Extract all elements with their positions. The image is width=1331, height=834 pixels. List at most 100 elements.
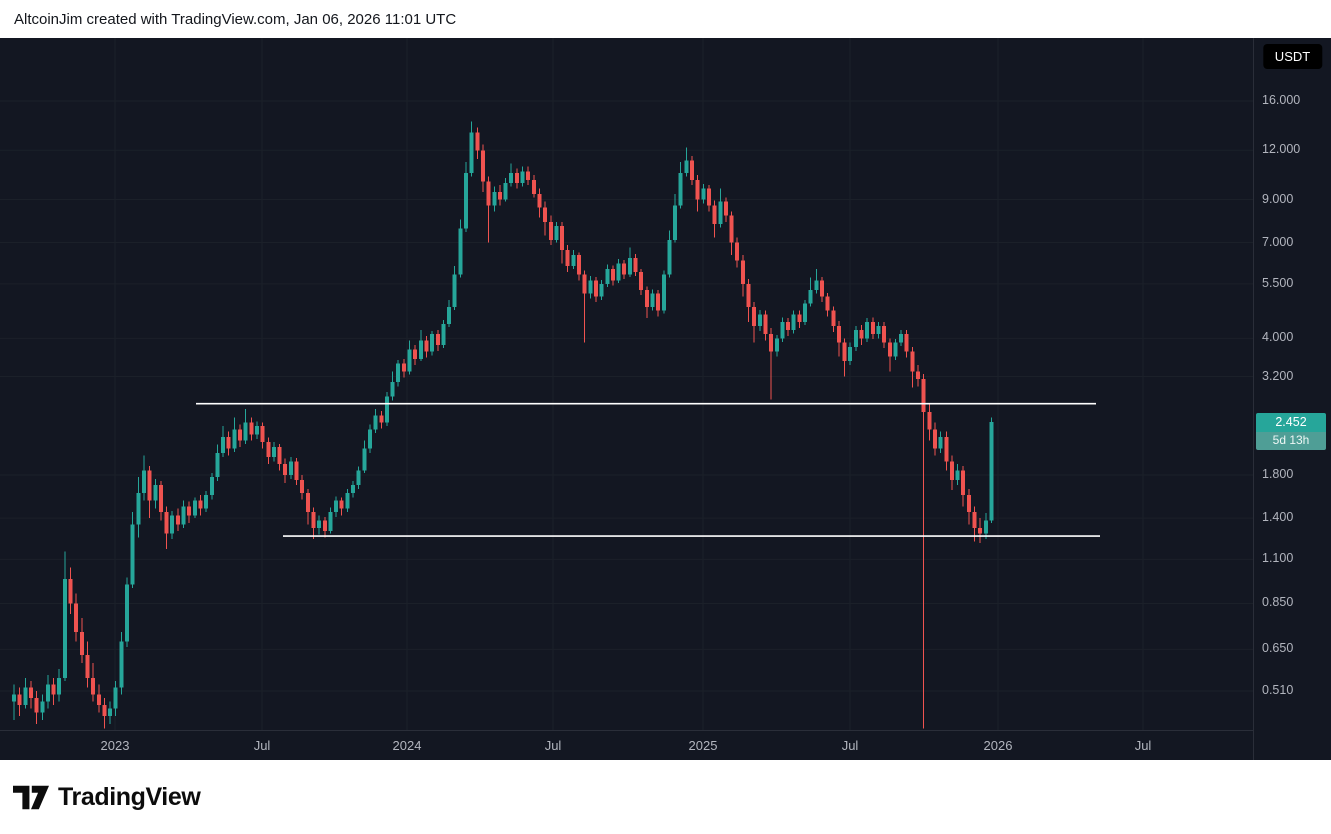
candle-body[interactable] (226, 436, 231, 449)
candle-body[interactable] (961, 470, 966, 496)
candle-body[interactable] (627, 257, 632, 275)
candle-body[interactable] (266, 442, 271, 458)
candle-body[interactable] (865, 322, 870, 339)
candle-body[interactable] (966, 495, 971, 513)
candle-body[interactable] (373, 415, 378, 430)
candle-body[interactable] (401, 363, 406, 372)
candle-body[interactable] (271, 447, 276, 458)
candle-body[interactable] (695, 179, 700, 200)
candle-body[interactable] (921, 379, 926, 413)
candle-body[interactable] (51, 684, 56, 695)
candle-body[interactable] (305, 493, 310, 513)
candle-body[interactable] (932, 429, 937, 449)
candle-body[interactable] (351, 484, 355, 494)
candle-body[interactable] (972, 512, 977, 529)
candle-body[interactable] (181, 506, 186, 525)
candle-body[interactable] (537, 193, 542, 208)
candle-body[interactable] (424, 340, 429, 352)
candle-body[interactable] (187, 506, 192, 516)
candle-body[interactable] (633, 257, 638, 272)
candle-body[interactable] (407, 349, 412, 372)
candle-body[interactable] (712, 205, 717, 225)
candle-body[interactable] (238, 429, 242, 441)
tradingview-logo[interactable]: TradingView (13, 783, 201, 812)
candle-body[interactable] (418, 340, 423, 359)
candle-body[interactable] (221, 436, 226, 453)
candle-body[interactable] (362, 448, 367, 471)
candle-body[interactable] (949, 461, 954, 480)
candle-body[interactable] (887, 342, 892, 357)
candle-body[interactable] (192, 500, 197, 516)
candle-body[interactable] (345, 493, 350, 509)
candle-body[interactable] (96, 694, 101, 705)
candle-body[interactable] (565, 250, 570, 267)
candle-body[interactable] (752, 307, 757, 326)
candle-body[interactable] (904, 334, 909, 352)
candle-body[interactable] (526, 171, 531, 180)
candle-body[interactable] (334, 500, 339, 513)
candle-body[interactable] (927, 412, 932, 430)
candle-body[interactable] (706, 188, 711, 206)
candle-body[interactable] (791, 314, 796, 330)
candle-body[interactable] (989, 422, 994, 521)
candle-body[interactable] (882, 325, 887, 343)
candle-body[interactable] (582, 274, 587, 294)
candle-body[interactable] (520, 171, 525, 184)
candle-body[interactable] (503, 183, 508, 200)
candle-body[interactable] (803, 303, 807, 323)
candle-body[interactable] (45, 684, 50, 702)
candle-body[interactable] (684, 160, 689, 174)
candle-body[interactable] (639, 271, 644, 291)
candle-body[interactable] (571, 255, 576, 267)
candle-body[interactable] (328, 512, 333, 531)
candle-body[interactable] (288, 461, 293, 476)
time-axis[interactable]: 2023 Jul 2024 Jul 2025 Jul 2026 Jul (0, 730, 1253, 760)
candle-body[interactable] (356, 470, 361, 485)
candle-body[interactable] (814, 280, 819, 291)
candle-body[interactable] (464, 173, 468, 229)
candle-body[interactable] (102, 704, 107, 717)
candle-body[interactable] (729, 215, 734, 243)
candle-body[interactable] (842, 342, 847, 362)
candle-body[interactable] (610, 268, 615, 281)
candle-body[interactable] (588, 280, 593, 294)
candle-body[interactable] (40, 701, 45, 713)
candle-body[interactable] (492, 192, 497, 206)
candle-body[interactable] (430, 334, 435, 352)
candle-body[interactable] (300, 479, 305, 494)
candle-body[interactable] (577, 255, 581, 275)
candle-body[interactable] (317, 520, 322, 529)
candle-body[interactable] (164, 512, 169, 534)
candle-body[interactable] (859, 329, 864, 339)
candle-body[interactable] (277, 447, 282, 464)
candle-body[interactable] (130, 524, 135, 585)
candle-body[interactable] (294, 461, 299, 480)
candle-body[interactable] (23, 687, 28, 705)
candle-body[interactable] (17, 694, 22, 705)
candle-body[interactable] (475, 132, 480, 151)
candle-body[interactable] (853, 329, 858, 348)
candle-body[interactable] (740, 260, 745, 284)
candle-body[interactable] (599, 283, 604, 297)
candle-body[interactable] (384, 396, 389, 423)
candle-body[interactable] (480, 150, 485, 182)
candle-body[interactable] (808, 290, 813, 304)
candle-body[interactable] (786, 322, 791, 330)
candle-body[interactable] (367, 429, 372, 449)
candle-body[interactable] (763, 314, 768, 335)
candle-body[interactable] (260, 425, 265, 443)
candle-body[interactable] (79, 631, 84, 655)
candle-body[interactable] (718, 201, 723, 225)
candle-body[interactable] (390, 381, 395, 397)
candle-body[interactable] (435, 334, 440, 345)
candle-body[interactable] (678, 173, 683, 206)
candle-body[interactable] (322, 520, 327, 531)
candle-body[interactable] (735, 242, 740, 261)
chart-area[interactable]: 2023 Jul 2024 Jul 2025 Jul 2026 Jul USDT 16.000… (0, 38, 1331, 760)
candlestick-plot[interactable] (0, 38, 1253, 730)
candle-body[interactable] (441, 323, 446, 345)
candle-body[interactable] (396, 363, 401, 382)
candle-body[interactable] (158, 484, 163, 513)
candle-body[interactable] (74, 603, 79, 632)
candle-body[interactable] (870, 322, 875, 335)
